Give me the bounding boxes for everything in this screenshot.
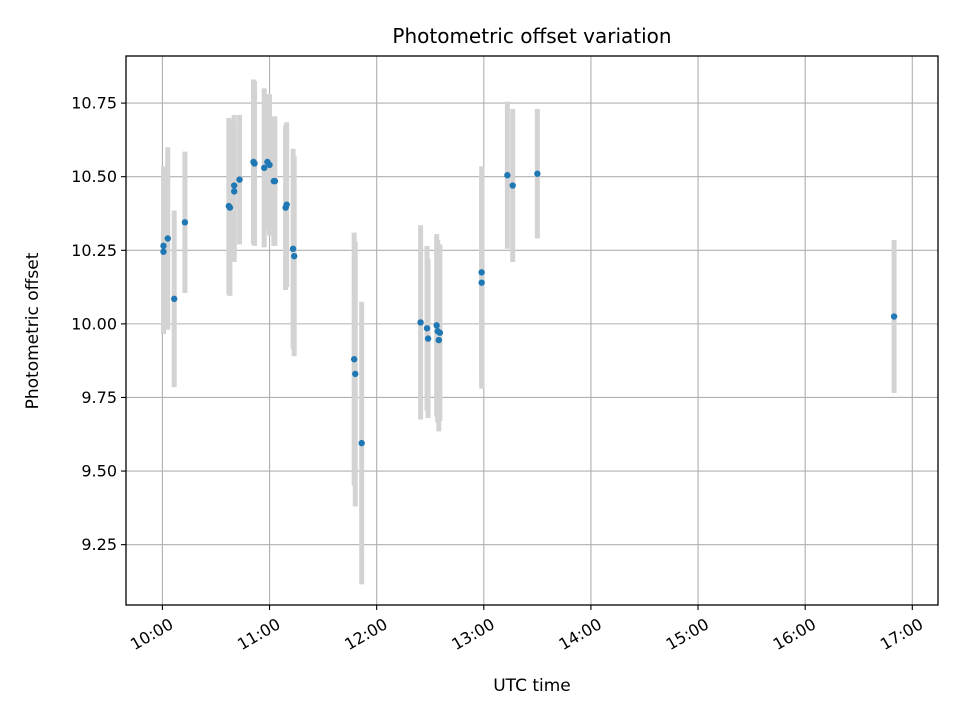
y-tick-label: 9.25 — [81, 535, 117, 554]
data-point — [509, 182, 516, 189]
grid — [126, 56, 938, 605]
chart-title: Photometric offset variation — [392, 24, 671, 48]
y-tick-label: 10.50 — [71, 167, 117, 186]
y-axis-ticks: 9.25 9.50 9.75 10.00 10.25 10.50 10.75 — [71, 94, 126, 554]
data-point — [478, 269, 485, 276]
data-point — [289, 245, 297, 253]
data-point — [352, 370, 359, 378]
data-point — [504, 172, 511, 179]
y-axis-title: Photometric offset — [23, 252, 43, 409]
data-point — [890, 313, 898, 320]
data-point — [260, 164, 268, 172]
data-point — [236, 176, 243, 183]
data-point — [424, 335, 432, 342]
data-point — [350, 356, 358, 363]
data-point — [283, 201, 290, 208]
data-point — [417, 319, 424, 326]
data-point — [266, 161, 273, 169]
y-tick-label: 9.50 — [81, 462, 117, 481]
plot-frame — [125, 55, 939, 606]
data-point — [534, 170, 541, 177]
data-point — [478, 279, 485, 286]
data-point — [160, 248, 167, 255]
y-tick-label: 10.25 — [71, 241, 117, 260]
data-point — [251, 160, 258, 167]
y-tick-label: 9.75 — [81, 388, 117, 407]
data-point — [160, 242, 167, 250]
data-point — [164, 235, 171, 242]
x-axis-title: UTC time — [493, 676, 571, 696]
data-point — [436, 329, 444, 336]
data-point — [435, 336, 443, 344]
data-point — [171, 295, 178, 303]
data-point — [271, 177, 279, 185]
y-tick-label: 10.00 — [71, 314, 117, 333]
y-tick-label: 10.75 — [71, 94, 117, 113]
data-point — [290, 252, 298, 260]
data-point — [226, 204, 234, 211]
data-point — [433, 322, 440, 329]
data-point — [358, 439, 365, 447]
data-point — [423, 325, 431, 332]
data-point — [181, 219, 189, 226]
data-points — [160, 158, 898, 447]
data-point — [230, 182, 238, 189]
data-point — [230, 188, 238, 195]
